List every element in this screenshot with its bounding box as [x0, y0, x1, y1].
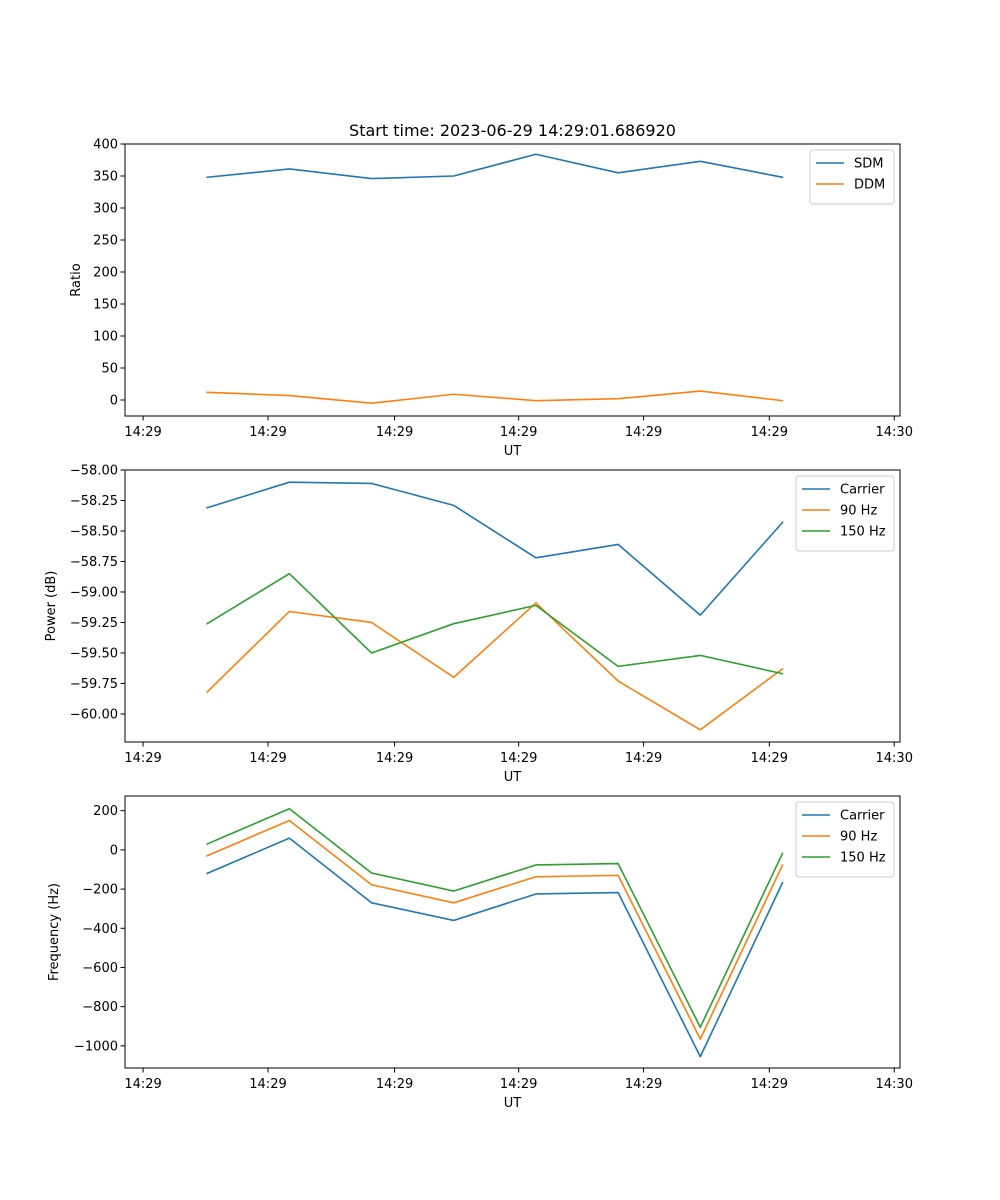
y-tick-label: 200: [93, 804, 118, 819]
series-line-150-hz: [206, 807, 784, 1029]
x-tick-label: 14:29: [500, 425, 537, 440]
series-line-carrier: [206, 481, 784, 616]
x-tick-label: 14:29: [376, 751, 413, 766]
x-tick-label: 14:29: [249, 1077, 286, 1092]
legend-label: 90 Hz: [840, 504, 877, 519]
y-tick-label: 50: [101, 362, 118, 377]
legend-box: [795, 475, 895, 552]
series-line-ddm: [206, 390, 784, 405]
x-tick-label: 14:29: [625, 1077, 662, 1092]
plot-frame: [124, 795, 901, 1069]
y-tick-label: 0: [110, 394, 118, 409]
series-line-90-hz: [206, 819, 784, 1040]
legend-label: Carrier: [840, 483, 885, 498]
y-tick-label: 100: [93, 330, 118, 345]
y-tick-label: −58.75: [70, 555, 118, 570]
y-tick-label: −800: [82, 1000, 118, 1015]
series-line-150-hz: [206, 572, 784, 675]
y-tick-label: −58.00: [70, 464, 118, 479]
y-tick-label: −60.00: [70, 707, 118, 722]
y-tick-label: −600: [82, 961, 118, 976]
y-tick-label: −59.00: [70, 585, 118, 600]
series-line-carrier: [206, 837, 784, 1058]
x-tick-label: 14:29: [124, 1077, 161, 1092]
x-tick-label: 14:29: [376, 1077, 413, 1092]
y-tick-label: 150: [93, 298, 118, 313]
y-tick-label: −400: [82, 922, 118, 937]
legend-label: Carrier: [840, 809, 885, 824]
y-tick-label: 400: [93, 138, 118, 153]
legend: Carrier 90 Hz 150 Hz: [795, 475, 895, 552]
x-axis-label: UT: [504, 444, 522, 459]
legend: SDM DDM: [809, 149, 895, 205]
legend-box: [795, 801, 895, 878]
legend-label: 90 Hz: [840, 830, 877, 845]
y-tick-label: 0: [110, 843, 118, 858]
x-axis-label: UT: [504, 1096, 522, 1111]
x-tick-label: 14:30: [876, 1077, 913, 1092]
y-tick-label: −59.25: [70, 616, 118, 631]
y-axis-label: Power (dB): [44, 571, 59, 642]
legend: Carrier 90 Hz 150 Hz: [795, 801, 895, 878]
y-tick-label: −200: [82, 883, 118, 898]
x-tick-label: 14:29: [249, 425, 286, 440]
y-tick-label: 200: [93, 266, 118, 281]
x-tick-label: 14:29: [625, 751, 662, 766]
y-tick-label: −58.50: [70, 524, 118, 539]
x-tick-label: 14:29: [751, 751, 788, 766]
chart-title: Start time: 2023-06-29 14:29:01.686920: [349, 121, 676, 140]
legend-label: DDM: [854, 178, 885, 193]
x-axis-label: UT: [504, 770, 522, 785]
x-tick-label: 14:29: [751, 425, 788, 440]
y-tick-label: 350: [93, 170, 118, 185]
y-axis-label: Ratio: [69, 263, 84, 296]
y-tick-label: 300: [93, 202, 118, 217]
y-axis-label: Frequency (Hz): [47, 883, 62, 981]
x-tick-label: 14:30: [876, 751, 913, 766]
chart-panel-3: −1000 −800 −600 −400 −200 0 200 14:29 14:29 14:29…: [47, 795, 913, 1111]
y-tick-label: −59.50: [70, 646, 118, 661]
y-tick-label: −59.75: [70, 677, 118, 692]
x-tick-label: 14:29: [249, 751, 286, 766]
series-line-sdm: [206, 153, 784, 180]
chart-panel-2: −60.00 −59.75 −59.50 −59.25 −59.00 −58.75 −58.…: [44, 464, 913, 786]
y-tick-label: −58.25: [70, 494, 118, 509]
x-tick-label: 14:29: [500, 751, 537, 766]
x-tick-label: 14:29: [376, 425, 413, 440]
x-tick-label: 14:29: [500, 1077, 537, 1092]
x-tick-label: 14:29: [124, 751, 161, 766]
x-tick-label: 14:30: [876, 425, 913, 440]
x-tick-label: 14:29: [124, 425, 161, 440]
chart-panel-1: 0 50 100 150 200 250 300 350 400 14:29 14:29 14:29 1…: [69, 121, 913, 459]
series-line-90-hz: [206, 602, 784, 731]
x-tick-label: 14:29: [625, 425, 662, 440]
x-tick-label: 14:29: [751, 1077, 788, 1092]
legend-label: 150 Hz: [840, 851, 886, 866]
y-tick-label: −1000: [74, 1039, 118, 1054]
plot-frame: [124, 469, 901, 743]
legend-label: SDM: [854, 157, 883, 172]
plot-frame: [124, 143, 901, 417]
legend-label: 150 Hz: [840, 525, 886, 540]
y-tick-label: 250: [93, 234, 118, 249]
